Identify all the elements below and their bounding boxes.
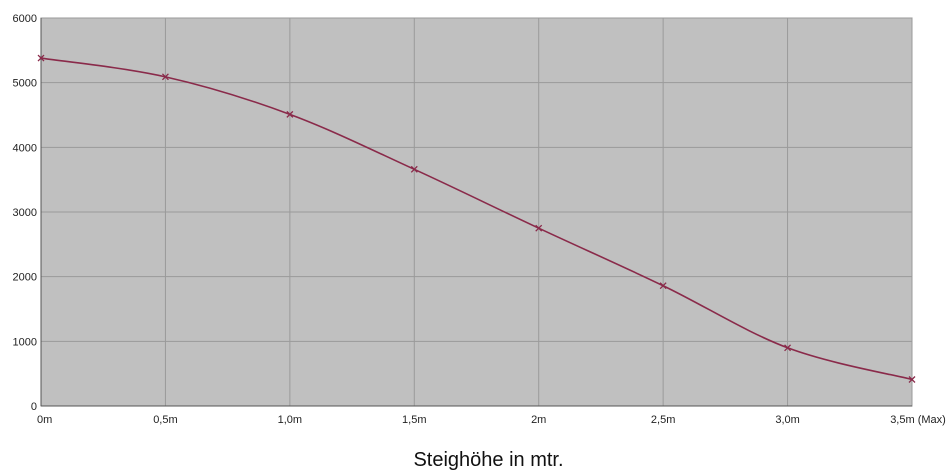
y-tick-label: 6000 [13,13,37,25]
axes [40,18,912,407]
grid-lines [41,17,913,406]
series [40,57,913,381]
y-tick-label: 1000 [13,336,37,348]
x-tick-label: 1,5m [402,414,426,426]
tick-labels: 0 1000 2000 3000 4000 5000 6000 0m 0,5m 1,0m 1,5m 2… [13,13,946,426]
data-point-marker [908,376,916,383]
series-line [40,57,913,381]
data-point-marker [784,344,792,352]
x-axis-title: Steighöhe in mtr. [413,449,563,471]
y-tick-label: 3000 [13,207,37,219]
x-tick-label: 0,5m [153,414,177,426]
y-tick-label: 4000 [13,142,37,154]
data-point-marker [37,54,45,62]
x-tick-label: 3,5m (Max) [890,414,946,426]
x-tick-label: 2,5m [651,414,675,426]
x-tick-label: 2m [531,414,546,426]
x-tick-label: 3,0m [775,414,799,426]
data-point-marker [659,282,667,290]
data-point-marker [410,165,418,173]
x-tick-label: 1,0m [278,414,302,426]
y-tick-label: 0 [31,401,37,413]
data-markers [37,54,916,383]
y-tick-label: 5000 [13,78,37,90]
x-tick-label: 0m [37,414,52,426]
y-tick-label: 2000 [13,272,37,284]
data-point-marker [535,224,543,232]
data-point-marker [161,73,169,81]
data-point-marker [286,110,294,118]
